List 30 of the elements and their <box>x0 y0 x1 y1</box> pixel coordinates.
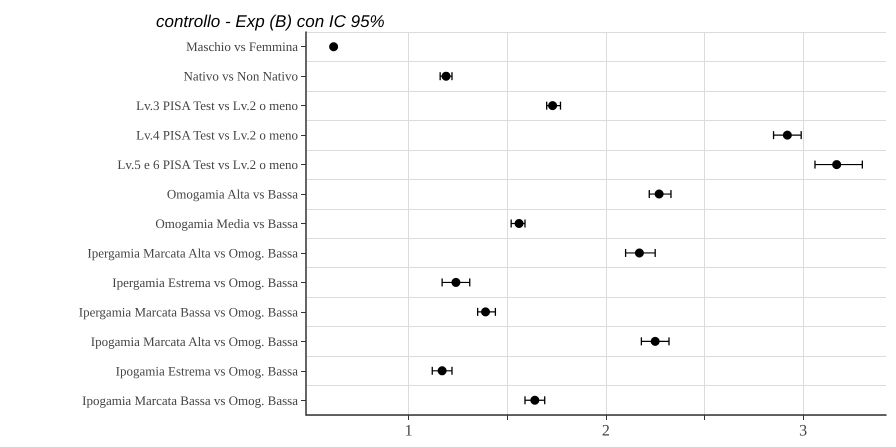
point <box>329 42 338 52</box>
y-tick-label: Ipogamia Marcata Alta vs Omog. Bassa <box>90 334 298 349</box>
y-tick-label: Nativo vs Non Nativo <box>184 68 298 84</box>
y-tick-label: Ipergamia Estrema vs Omog. Bassa <box>112 274 298 290</box>
y-tick-label: Maschio vs Femmina <box>186 39 298 54</box>
y-tick-label: Ipergamia Marcata Bassa vs Omog. Bassa <box>78 304 298 320</box>
point <box>451 278 460 287</box>
x-tick-label: 1 <box>404 422 413 440</box>
y-tick-label: Ipergamia Marcata Alta vs Omog. Bassa <box>87 245 298 260</box>
chart-title: controllo - Exp (B) con IC 95% <box>156 12 385 31</box>
y-tick-label: Lv.5 e 6 PISA Test vs Lv.2 o meno <box>117 157 298 172</box>
point <box>530 396 540 405</box>
point <box>650 336 660 346</box>
y-tick-label: Ipogamia Marcata Bassa vs Omog. Bassa <box>82 392 298 408</box>
point <box>438 366 447 376</box>
point <box>782 130 792 140</box>
y-tick-label: Omogamia Media vs Bassa <box>155 216 298 231</box>
point <box>634 248 644 258</box>
point <box>832 160 842 170</box>
x-tick-label: 3 <box>799 422 808 440</box>
x-tick-label: 2 <box>602 422 610 440</box>
point <box>481 307 490 316</box>
point <box>654 190 664 199</box>
point <box>514 219 524 228</box>
point <box>548 101 558 110</box>
y-tick-label: Lv.3 PISA Test vs Lv.2 o meno <box>136 98 298 114</box>
y-tick-label: Lv.4 PISA Test vs Lv.2 o meno <box>136 128 298 143</box>
point <box>442 72 451 81</box>
y-tick-label: Omogamia Alta vs Bassa <box>166 186 298 202</box>
y-tick-label: Ipogamia Estrema vs Omog. Bassa <box>116 363 298 378</box>
